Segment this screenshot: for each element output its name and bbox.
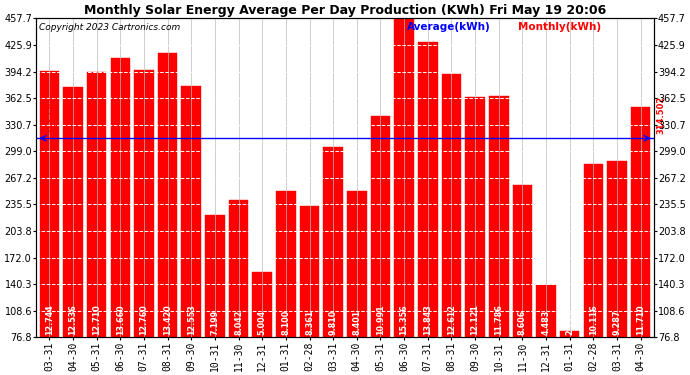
Text: 314.502: 314.502: [48, 96, 57, 134]
Text: 9.810: 9.810: [328, 309, 337, 335]
Bar: [158, 53, 177, 337]
Text: 8.042: 8.042: [234, 309, 243, 335]
Text: 13.420: 13.420: [163, 304, 172, 335]
Bar: [324, 147, 343, 337]
Title: Monthly Solar Energy Average Per Day Production (KWh) Fri May 19 20:06: Monthly Solar Energy Average Per Day Pro…: [84, 4, 606, 17]
Text: 11.786: 11.786: [494, 304, 503, 335]
Text: 12.121: 12.121: [471, 304, 480, 335]
Bar: [87, 72, 106, 337]
Bar: [347, 190, 366, 337]
Text: 12.553: 12.553: [187, 304, 196, 335]
Bar: [631, 107, 651, 337]
Text: 15.356: 15.356: [400, 304, 408, 335]
Bar: [229, 200, 248, 337]
Text: 7.199: 7.199: [210, 310, 219, 335]
Text: 12.744: 12.744: [45, 304, 54, 335]
Text: 9.287: 9.287: [613, 309, 622, 335]
Bar: [39, 71, 59, 337]
Bar: [489, 96, 509, 337]
Text: 8.606: 8.606: [518, 309, 527, 335]
Text: 10.991: 10.991: [376, 304, 385, 335]
Bar: [560, 331, 580, 337]
Text: 13.660: 13.660: [116, 304, 125, 335]
Text: 8.361: 8.361: [305, 309, 314, 335]
Bar: [418, 42, 437, 337]
Bar: [536, 285, 556, 337]
Bar: [442, 74, 461, 337]
Text: 12.612: 12.612: [447, 304, 456, 335]
Bar: [110, 58, 130, 337]
Text: 8.401: 8.401: [353, 309, 362, 335]
Text: 12.760: 12.760: [139, 304, 148, 335]
Bar: [181, 86, 201, 337]
Text: 4.483: 4.483: [542, 309, 551, 335]
Bar: [205, 215, 224, 337]
Text: 314.502: 314.502: [656, 96, 665, 134]
Text: Monthly(kWh): Monthly(kWh): [518, 21, 601, 32]
Bar: [371, 116, 390, 337]
Text: Average(kWh): Average(kWh): [407, 21, 491, 32]
Text: 10.116: 10.116: [589, 304, 598, 335]
Bar: [63, 87, 83, 337]
Bar: [584, 165, 603, 337]
Text: 11.710: 11.710: [636, 304, 645, 335]
Bar: [300, 206, 319, 337]
Bar: [513, 185, 532, 337]
Text: 5.004: 5.004: [257, 310, 266, 335]
Bar: [253, 272, 272, 337]
Text: 12.536: 12.536: [68, 304, 77, 335]
Text: 8.100: 8.100: [282, 309, 290, 335]
Text: 12.710: 12.710: [92, 304, 101, 335]
Bar: [276, 191, 295, 337]
Bar: [395, 16, 414, 337]
Bar: [466, 97, 485, 337]
Text: 2.719: 2.719: [565, 309, 574, 335]
Bar: [134, 70, 154, 337]
Text: Copyright 2023 Cartronics.com: Copyright 2023 Cartronics.com: [39, 23, 181, 32]
Text: 13.843: 13.843: [424, 304, 433, 335]
Bar: [607, 160, 627, 337]
